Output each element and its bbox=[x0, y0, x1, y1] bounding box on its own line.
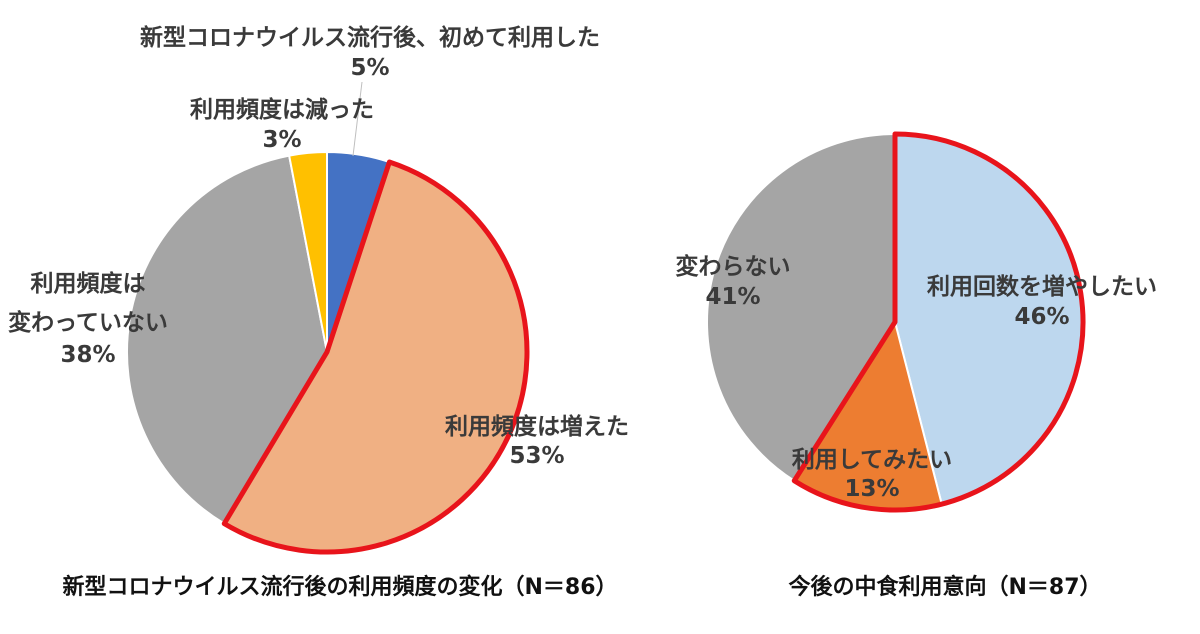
pie2-highlight-outline bbox=[791, 131, 1086, 513]
pie2-label-unchanged: 変わらない bbox=[676, 253, 791, 280]
pie1-highlight-outline bbox=[221, 159, 530, 555]
pie1-label-increased: 利用頻度は増えた bbox=[445, 413, 629, 440]
pie1-value-first-time: 5% bbox=[350, 55, 389, 81]
pie2-title: 今後の中食利用意向（N＝87） bbox=[788, 574, 1101, 600]
pie1-leader-line bbox=[352, 81, 363, 157]
pie1-label-unchanged-line2: 変わっていない bbox=[8, 309, 168, 336]
pie1-label-first-time: 新型コロナウイルス流行後、初めて利用した bbox=[140, 24, 600, 51]
pie1-label-unchanged-line1: 利用頻度は bbox=[31, 270, 146, 297]
pie-chart-1 bbox=[126, 81, 530, 555]
pie2-label-try: 利用してみたい bbox=[792, 447, 952, 473]
pie1-label-decreased: 利用頻度は減った bbox=[190, 96, 374, 123]
pie-chart-2 bbox=[706, 131, 1086, 513]
pie1-title: 新型コロナウイルス流行後の利用頻度の変化（N＝86） bbox=[62, 574, 617, 600]
pie1-value-unchanged: 38% bbox=[60, 342, 115, 368]
pie1-slice-3 bbox=[287, 150, 328, 353]
pie2-value-try: 13% bbox=[844, 476, 899, 502]
pie1-value-decreased: 3% bbox=[262, 127, 301, 153]
pie1-value-increased: 53% bbox=[509, 443, 564, 469]
pie2-value-increase: 46% bbox=[1014, 304, 1069, 330]
pie2-value-unchanged: 41% bbox=[705, 284, 760, 310]
pie2-label-increase: 利用回数を増やしたい bbox=[927, 273, 1157, 300]
